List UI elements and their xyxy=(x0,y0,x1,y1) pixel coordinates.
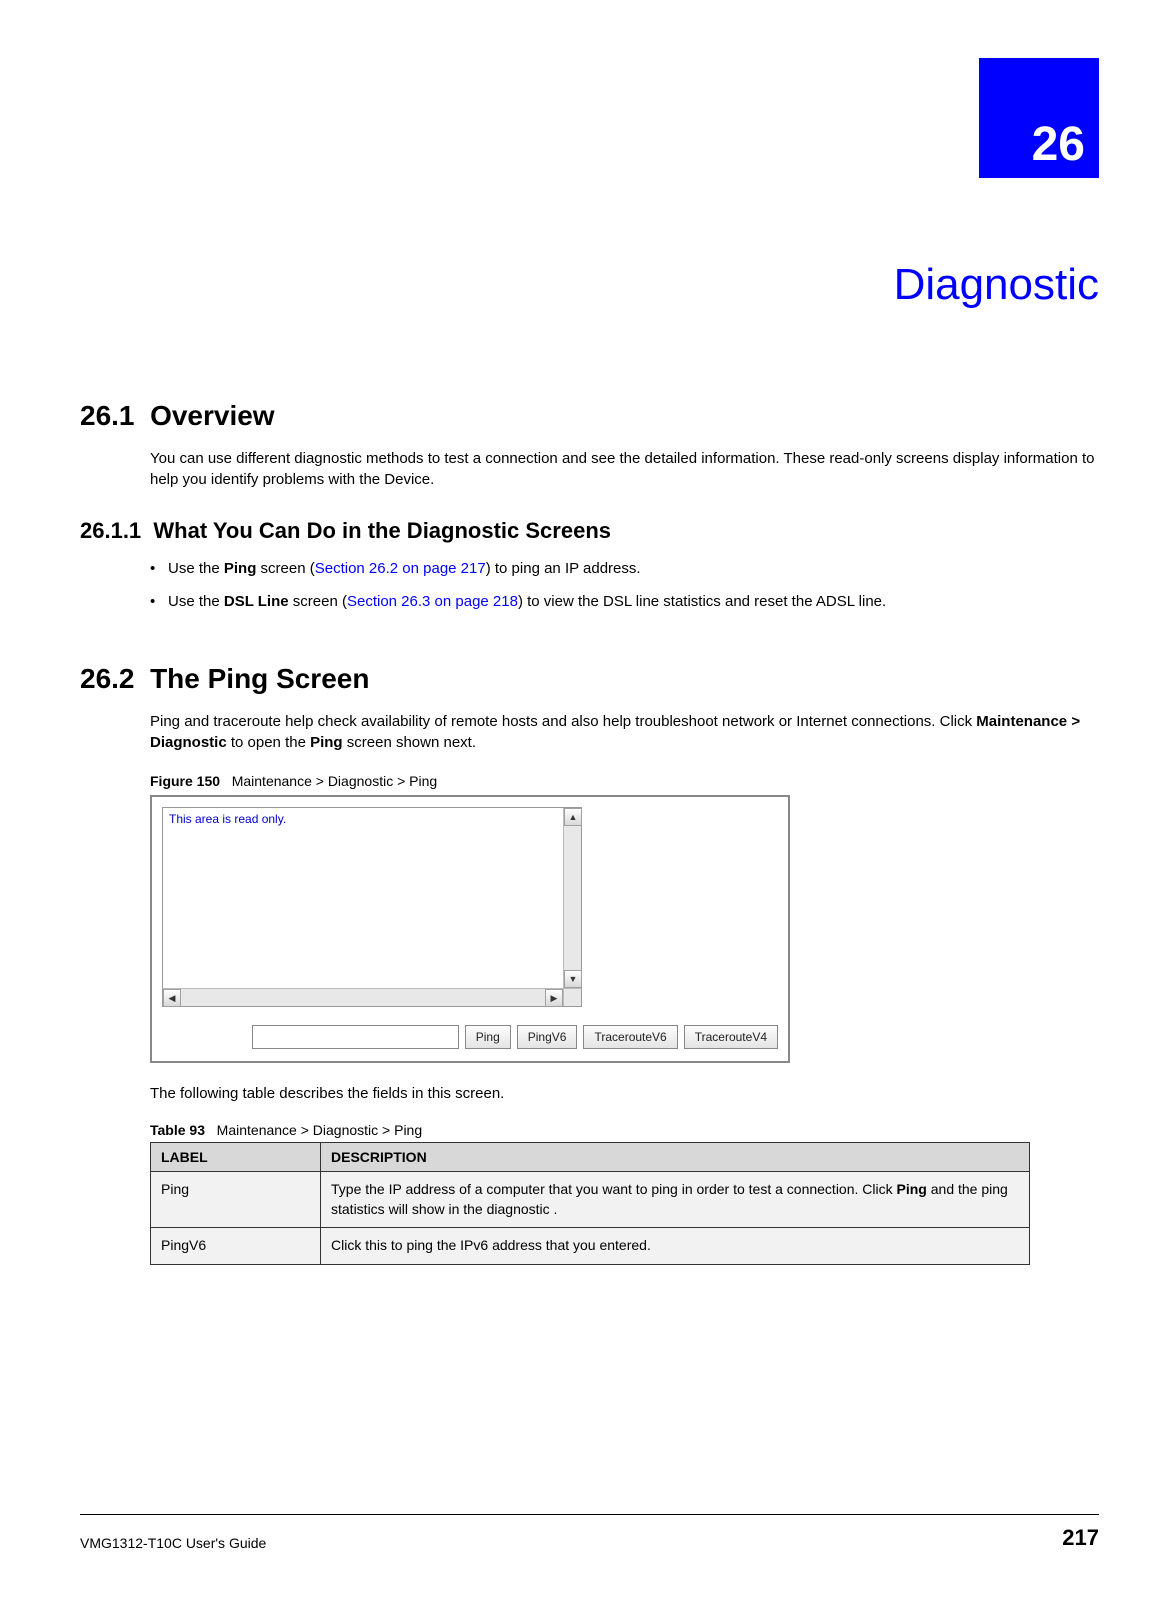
page-number: 217 xyxy=(1062,1525,1099,1551)
section-num: 26.2 xyxy=(80,663,135,694)
table-caption: Table 93 Maintenance > Diagnostic > Ping xyxy=(150,1122,1099,1138)
cell-desc: Click this to ping the IPv6 address that… xyxy=(321,1228,1030,1265)
scroll-down-icon[interactable]: ▼ xyxy=(564,970,582,988)
overview-paragraph: You can use different diagnostic methods… xyxy=(150,448,1099,490)
footer: VMG1312-T10C User's Guide 217 xyxy=(80,1525,1099,1551)
col-description: DESCRIPTION xyxy=(321,1143,1030,1172)
table-intro: The following table describes the fields… xyxy=(150,1083,1099,1104)
figure-caption: Figure 150 Maintenance > Diagnostic > Pi… xyxy=(150,773,1099,789)
bullet-text-2: Use the DSL Line screen (Section 26.3 on… xyxy=(168,591,1099,614)
section-num: 26.1 xyxy=(80,400,135,431)
scroll-corner xyxy=(563,988,581,1006)
scroll-up-icon[interactable]: ▲ xyxy=(564,808,582,826)
traceroutev4-button[interactable]: TracerouteV4 xyxy=(684,1025,778,1049)
bullet-icon: • xyxy=(150,558,168,581)
description-table: LABEL DESCRIPTION Ping Type the IP addre… xyxy=(150,1142,1030,1265)
chapter-tab: 26 xyxy=(979,58,1099,178)
cell-label: Ping xyxy=(151,1172,321,1228)
xref-link[interactable]: Section 26.2 on page 217 xyxy=(315,560,486,577)
table-row: PingV6 Click this to ping the IPv6 addre… xyxy=(151,1228,1030,1265)
output-area: This area is read only. ▲ ▼ ◀ ▶ xyxy=(162,807,582,1007)
pingv6-button[interactable]: PingV6 xyxy=(517,1025,578,1049)
chapter-title: Diagnostic xyxy=(894,260,1099,310)
section-26-2: 26.2 The Ping Screen xyxy=(80,663,1099,695)
ping-paragraph: Ping and traceroute help check availabil… xyxy=(150,711,1099,753)
button-row: Ping PingV6 TracerouteV6 TracerouteV4 xyxy=(162,1025,778,1049)
subsection-title: What You Can Do in the Diagnostic Screen… xyxy=(153,518,611,543)
bullet-icon: • xyxy=(150,591,168,614)
section-title: Overview xyxy=(150,400,275,431)
horizontal-scrollbar[interactable]: ◀ ▶ xyxy=(163,988,563,1006)
section-26-1: 26.1 Overview xyxy=(80,400,1099,432)
address-input[interactable] xyxy=(252,1025,459,1049)
list-item: • Use the Ping screen (Section 26.2 on p… xyxy=(150,558,1099,581)
ping-button[interactable]: Ping xyxy=(465,1025,511,1049)
bullet-text-1: Use the Ping screen (Section 26.2 on pag… xyxy=(168,558,1099,581)
readonly-label: This area is read only. xyxy=(169,812,286,826)
ping-screenshot: This area is read only. ▲ ▼ ◀ ▶ Ping Pin… xyxy=(150,795,790,1063)
col-label: LABEL xyxy=(151,1143,321,1172)
section-title: The Ping Screen xyxy=(150,663,369,694)
table-row: Ping Type the IP address of a computer t… xyxy=(151,1172,1030,1228)
list-item: • Use the DSL Line screen (Section 26.3 … xyxy=(150,591,1099,614)
xref-link[interactable]: Section 26.3 on page 218 xyxy=(347,593,518,610)
scroll-right-icon[interactable]: ▶ xyxy=(545,989,563,1007)
scroll-left-icon[interactable]: ◀ xyxy=(163,989,181,1007)
subsection-num: 26.1.1 xyxy=(80,518,141,543)
section-26-1-1: 26.1.1 What You Can Do in the Diagnostic… xyxy=(80,518,1099,544)
cell-label: PingV6 xyxy=(151,1228,321,1265)
bullet-list: • Use the Ping screen (Section 26.2 on p… xyxy=(150,558,1099,613)
footer-guide-title: VMG1312-T10C User's Guide xyxy=(80,1535,266,1551)
footer-rule xyxy=(80,1514,1099,1515)
cell-desc: Type the IP address of a computer that y… xyxy=(321,1172,1030,1228)
vertical-scrollbar[interactable]: ▲ ▼ xyxy=(563,808,581,988)
traceroutev6-button[interactable]: TracerouteV6 xyxy=(583,1025,677,1049)
chapter-number: 26 xyxy=(1032,107,1099,178)
